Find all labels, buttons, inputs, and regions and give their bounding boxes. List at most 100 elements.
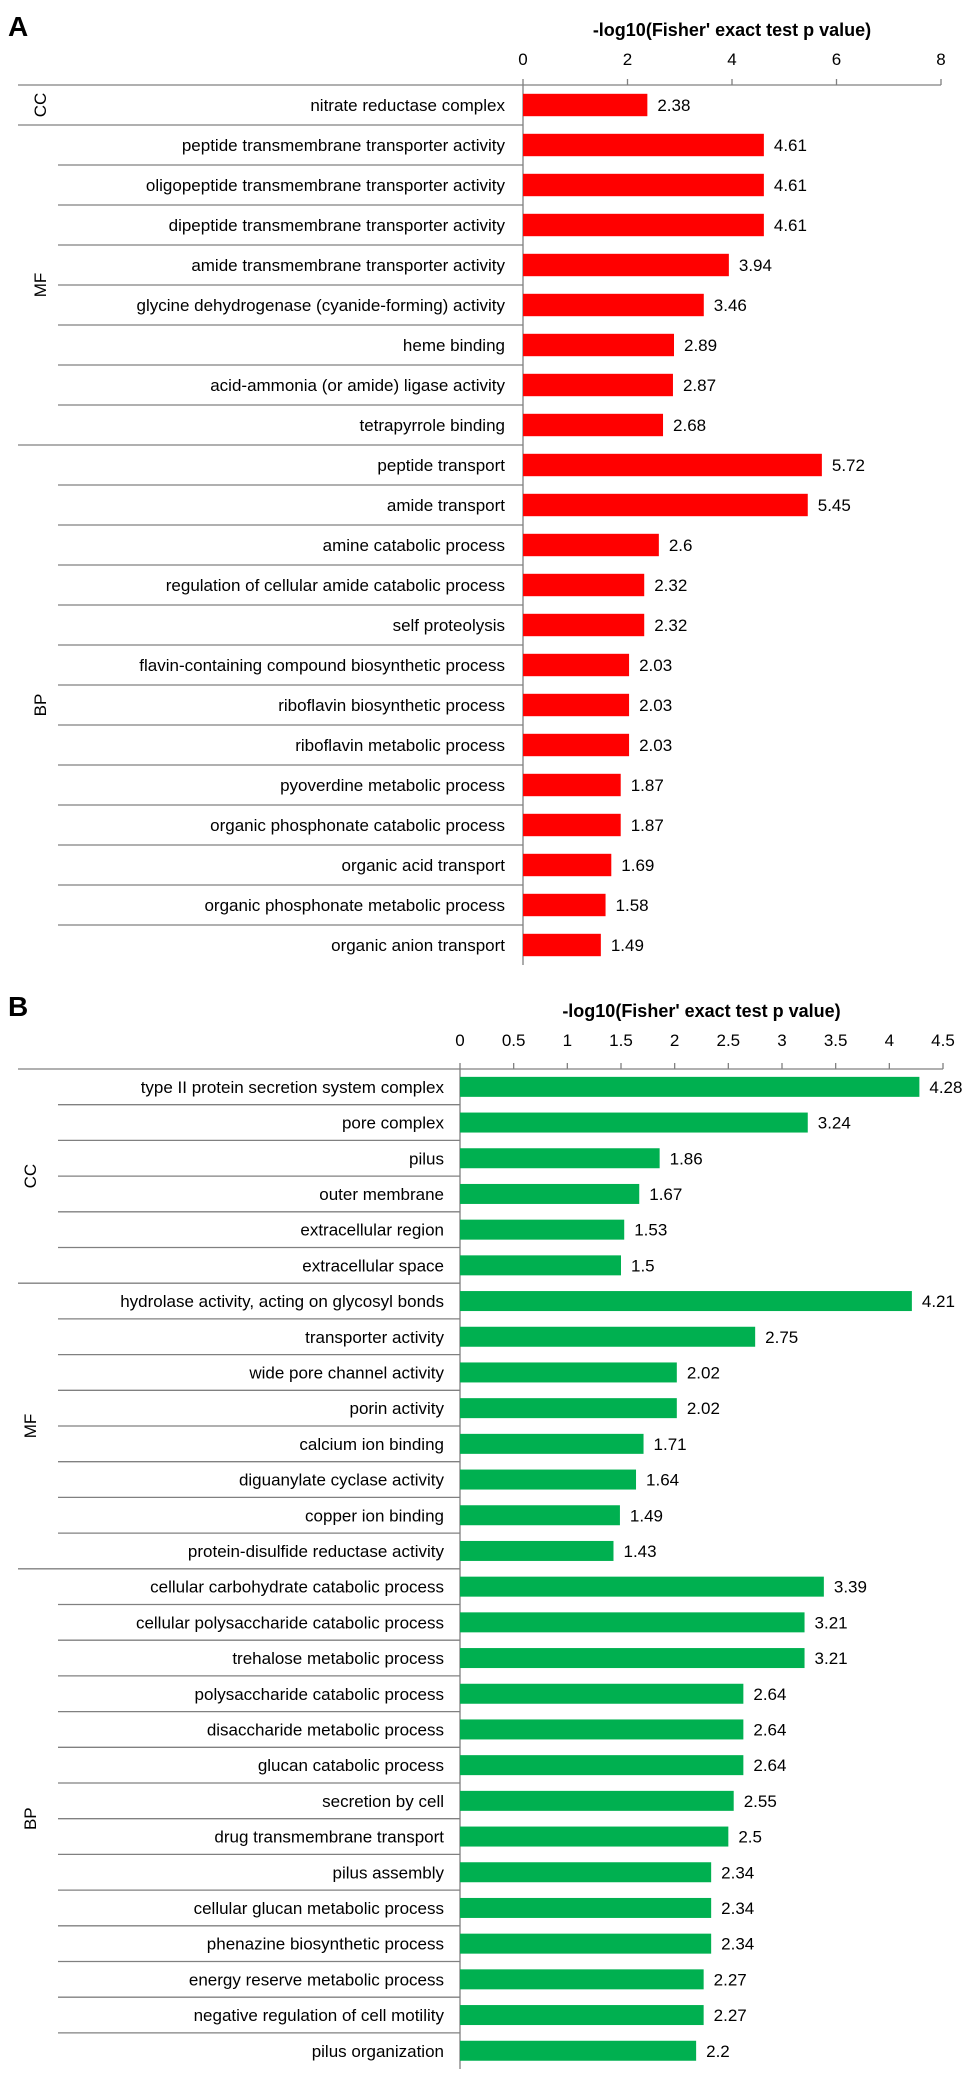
value-label: 4.61 — [774, 176, 807, 195]
category-label: diguanylate cyclase activity — [239, 1471, 445, 1490]
bar — [523, 93, 648, 117]
value-label: 2.6 — [669, 536, 693, 555]
value-label: 2.02 — [687, 1399, 720, 1418]
category-label: phenazine biosynthetic process — [207, 1935, 444, 1954]
value-label: 1.49 — [630, 1506, 663, 1525]
group-label: BP — [31, 694, 50, 717]
bar — [460, 1398, 677, 1419]
bar — [460, 1183, 640, 1204]
category-label: regulation of cellular amide catabolic p… — [166, 576, 505, 595]
category-label: polysaccharide catabolic process — [195, 1685, 444, 1704]
bar — [523, 453, 822, 477]
bar — [460, 1362, 677, 1383]
value-label: 3.94 — [739, 256, 772, 275]
x-tick-label: 2 — [623, 50, 632, 69]
category-label: outer membrane — [319, 1185, 444, 1204]
bar — [523, 533, 659, 557]
value-label: 3.24 — [818, 1114, 851, 1133]
category-label: amide transport — [387, 496, 505, 515]
bar — [523, 173, 764, 197]
value-label: 2.03 — [639, 696, 672, 715]
category-label: porin activity — [350, 1399, 445, 1418]
bar — [523, 813, 621, 837]
category-label: cellular glucan metabolic process — [194, 1899, 444, 1918]
value-label: 1.53 — [634, 1221, 667, 1240]
bar — [523, 333, 675, 357]
value-label: 4.28 — [929, 1078, 962, 1097]
bar — [460, 1219, 625, 1240]
value-label: 2.68 — [673, 416, 706, 435]
category-label: pore complex — [342, 1114, 445, 1133]
bar — [523, 133, 764, 157]
value-label: 2.5 — [738, 1828, 762, 1847]
category-label: pyoverdine metabolic process — [280, 776, 505, 795]
category-label: pilus assembly — [333, 1863, 445, 1882]
x-tick-label: 4 — [727, 50, 736, 69]
group-label: MF — [21, 1414, 40, 1439]
bar — [460, 1790, 734, 1811]
value-label: 1.5 — [631, 1256, 655, 1275]
category-label: transporter activity — [305, 1328, 444, 1347]
x-tick-label: 4.5 — [931, 1031, 955, 1050]
value-label: 2.27 — [714, 1970, 747, 1989]
category-label: dipeptide transmembrane transporter acti… — [169, 216, 506, 235]
x-tick-label: 1.5 — [609, 1031, 633, 1050]
category-label: organic anion transport — [331, 936, 505, 955]
category-label: extracellular space — [302, 1256, 444, 1275]
bar — [460, 1862, 712, 1883]
category-label: organic acid transport — [342, 856, 506, 875]
value-label: 2.32 — [654, 576, 687, 595]
bar — [460, 1683, 744, 1704]
bar — [460, 1112, 808, 1133]
x-tick-label: 8 — [936, 50, 945, 69]
x-tick-label: 0 — [518, 50, 527, 69]
axis-title: -log10(Fisher' exact test p value) — [593, 20, 871, 40]
category-label: nitrate reductase complex — [310, 96, 505, 115]
category-label: drug transmembrane transport — [214, 1828, 444, 1847]
category-label: glucan catabolic process — [258, 1756, 444, 1775]
value-label: 4.21 — [922, 1292, 955, 1311]
value-label: 5.45 — [818, 496, 851, 515]
category-label: secretion by cell — [322, 1792, 444, 1811]
bar — [523, 933, 601, 957]
bar — [460, 1576, 824, 1597]
bar — [460, 1719, 744, 1740]
x-tick-label: 0.5 — [502, 1031, 526, 1050]
value-label: 1.71 — [654, 1435, 687, 1454]
value-label: 2.03 — [639, 656, 672, 675]
value-label: 3.46 — [714, 296, 747, 315]
bar — [460, 1326, 756, 1347]
bar — [460, 1933, 712, 1954]
value-label: 3.21 — [815, 1649, 848, 1668]
category-label: wide pore channel activity — [248, 1363, 444, 1382]
group-label: BP — [21, 1807, 40, 1830]
category-label: extracellular region — [300, 1221, 444, 1240]
bar — [460, 1148, 660, 1169]
bar — [460, 1540, 614, 1561]
bar — [460, 1755, 744, 1776]
x-tick-label: 1 — [563, 1031, 572, 1050]
value-label: 2.64 — [753, 1685, 786, 1704]
bar — [460, 2040, 697, 2061]
value-label: 2.64 — [753, 1756, 786, 1775]
x-tick-label: 2.5 — [717, 1031, 741, 1050]
category-label: peptide transmembrane transporter activi… — [182, 136, 506, 155]
bar — [460, 1291, 912, 1312]
category-label: amine catabolic process — [323, 536, 505, 555]
value-label: 2.34 — [721, 1863, 754, 1882]
category-label: hydrolase activity, acting on glycosyl b… — [120, 1292, 444, 1311]
category-label: calcium ion binding — [299, 1435, 444, 1454]
category-label: amide transmembrane transporter activity — [191, 256, 505, 275]
category-label: flavin-containing compound biosynthetic … — [139, 656, 505, 675]
category-label: negative regulation of cell motility — [194, 2006, 445, 2025]
category-label: acid-ammonia (or amide) ligase activity — [210, 376, 505, 395]
bar — [460, 1897, 712, 1918]
bar — [460, 1433, 644, 1454]
value-label: 1.87 — [631, 776, 664, 795]
category-label: riboflavin biosynthetic process — [278, 696, 505, 715]
value-label: 2.03 — [639, 736, 672, 755]
x-tick-label: 6 — [832, 50, 841, 69]
bar — [523, 773, 621, 797]
category-label: pilus — [409, 1149, 444, 1168]
